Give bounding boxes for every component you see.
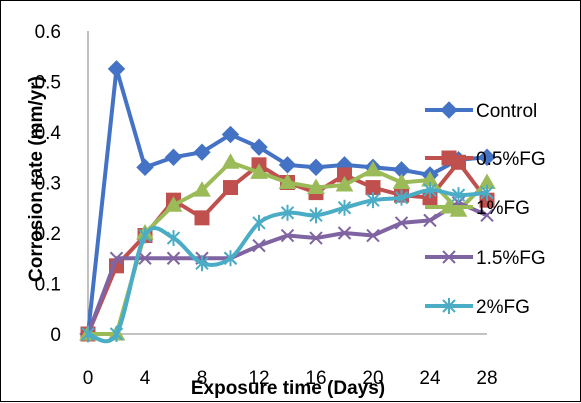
data-point xyxy=(480,208,494,223)
data-point xyxy=(335,176,354,192)
legend-label-3: 1.5%FG xyxy=(476,248,546,269)
data-point xyxy=(366,228,380,243)
data-point xyxy=(480,184,494,201)
data-point xyxy=(193,143,211,161)
legend-label-1: 0.5%FG xyxy=(476,149,546,170)
data-point xyxy=(337,199,352,216)
data-point xyxy=(250,138,268,156)
data-point xyxy=(223,180,238,196)
legend-label-4: 2%FG xyxy=(476,297,530,318)
data-point xyxy=(423,213,437,228)
legend-marker-2 xyxy=(440,197,458,214)
data-point xyxy=(394,189,409,206)
data-point xyxy=(109,326,124,342)
data-point xyxy=(309,231,323,245)
data-point xyxy=(278,173,297,189)
data-point xyxy=(164,148,183,166)
data-point xyxy=(307,158,325,177)
legend-marker-1 xyxy=(441,150,457,166)
legend-marker-3 xyxy=(442,250,456,264)
data-point xyxy=(394,216,409,230)
data-point xyxy=(166,251,181,265)
y-tick-label: 0.6 xyxy=(35,22,61,43)
data-point xyxy=(81,326,95,342)
data-point xyxy=(221,153,240,169)
x-tick-label: 0 xyxy=(83,368,94,389)
x-axis-title: Exposure time (Days) xyxy=(191,378,385,399)
y-tick-label: 0 xyxy=(50,325,61,346)
data-point xyxy=(136,158,154,177)
legend-label-0: Control xyxy=(476,101,537,122)
legend-marker-4 xyxy=(442,298,456,314)
data-point xyxy=(307,178,325,195)
data-point xyxy=(252,238,266,253)
data-point xyxy=(194,210,210,226)
data-point xyxy=(138,251,152,265)
data-point xyxy=(392,173,411,189)
data-point xyxy=(364,160,382,177)
x-tick-label: 20 xyxy=(362,368,383,389)
data-point xyxy=(250,163,268,179)
legend-marker-0 xyxy=(440,101,458,119)
data-point xyxy=(193,181,211,197)
data-point xyxy=(280,228,295,243)
data-point xyxy=(138,227,152,244)
data-point xyxy=(478,148,496,166)
data-point xyxy=(252,214,266,231)
y-tick-label: 0.3 xyxy=(35,174,61,195)
data-point xyxy=(451,187,466,204)
y-tick-label: 0.1 xyxy=(35,275,61,296)
x-tick-label: 4 xyxy=(140,368,151,389)
data-point xyxy=(195,255,209,272)
x-tick-label: 16 xyxy=(305,368,326,389)
data-point xyxy=(366,192,380,209)
x-tick-label: 24 xyxy=(419,368,441,389)
x-tick-label: 8 xyxy=(197,368,208,389)
legend-label-2: 1%FG xyxy=(476,198,530,219)
y-tick-label: 0.2 xyxy=(35,224,61,245)
data-point xyxy=(107,60,126,78)
data-point xyxy=(278,156,297,174)
y-tick-label: 0.4 xyxy=(35,123,62,144)
data-point xyxy=(423,182,437,199)
y-tick-label: 0.5 xyxy=(35,73,61,94)
x-tick-label: 12 xyxy=(248,368,269,389)
data-point xyxy=(337,226,352,240)
data-point xyxy=(223,250,238,267)
data-point xyxy=(309,207,323,224)
x-tick-label: 28 xyxy=(476,368,497,389)
data-point xyxy=(164,196,183,212)
data-point xyxy=(221,125,240,144)
data-point xyxy=(280,204,295,221)
data-point xyxy=(166,230,181,247)
data-point xyxy=(109,251,124,265)
y-axis-title: Corrosion rate (mm/yr) xyxy=(26,76,47,282)
